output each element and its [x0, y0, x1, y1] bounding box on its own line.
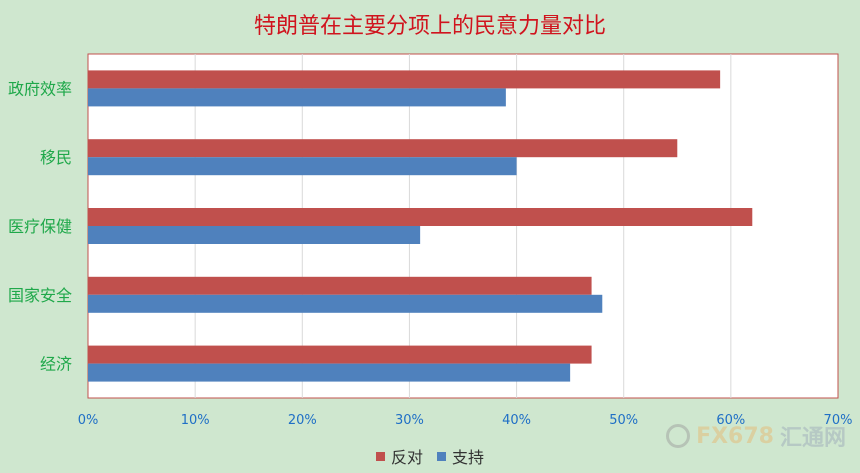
category-label: 政府效率 [8, 79, 72, 98]
watermark-text: FX678 [696, 423, 774, 449]
legend-label-oppose: 反对 [390, 448, 423, 467]
category-label: 国家安全 [8, 286, 72, 305]
x-tick-label: 20% [288, 413, 317, 428]
category-label: 医疗保健 [8, 217, 72, 236]
x-tick-label: 50% [609, 413, 638, 428]
legend-swatch-support [437, 451, 446, 461]
watermark-logo-icon [666, 424, 691, 448]
category-label: 经济 [40, 355, 72, 374]
watermark-text-cn: 汇通网 [779, 426, 846, 451]
bar-oppose [88, 70, 721, 89]
legend-label-support: 支持 [452, 448, 485, 467]
bar-oppose [88, 276, 592, 295]
x-tick-label: 30% [395, 413, 424, 428]
bar-oppose [88, 208, 753, 226]
x-tick-label: 0% [78, 413, 99, 428]
legend-swatch-oppose [375, 451, 385, 461]
bar-support [88, 157, 517, 176]
x-tick-label: 40% [502, 413, 531, 428]
x-tick-label: 60% [716, 413, 745, 428]
legend-item-oppose: 反对 [375, 444, 423, 468]
category-label: 移民 [40, 148, 72, 167]
watermark: FX678 汇通网 [666, 420, 846, 452]
bar-support [88, 226, 421, 244]
bar-support [88, 294, 603, 313]
x-tick-label: 10% [181, 413, 210, 428]
bar-oppose [88, 139, 678, 158]
legend: 反对 支持 [0, 444, 860, 468]
x-tick-label: 70% [824, 413, 853, 428]
bar-support [88, 363, 571, 382]
bar-oppose [88, 345, 592, 364]
bar-support [88, 88, 506, 107]
chart-title: 特朗普在主要分项上的民意力量对比 [253, 14, 606, 39]
legend-item-support: 支持 [437, 444, 484, 468]
